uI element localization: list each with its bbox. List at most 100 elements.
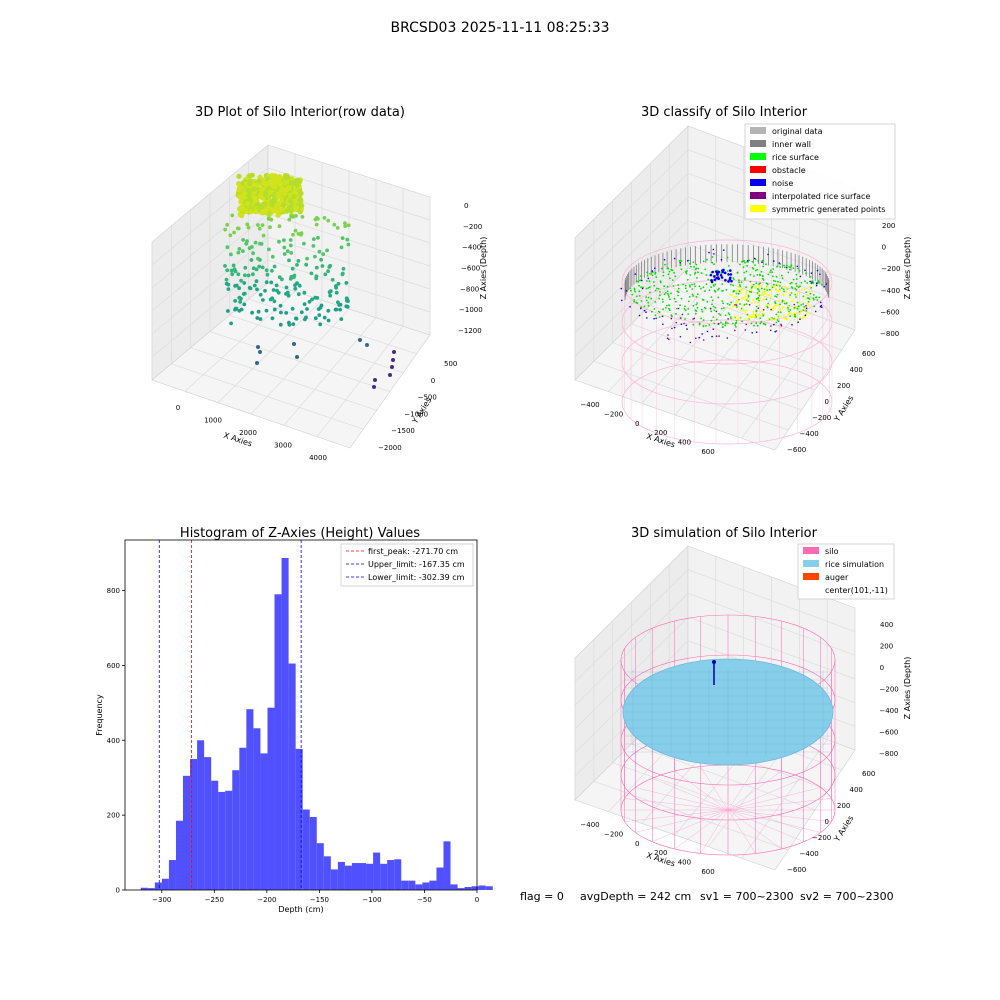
p4-center-marker <box>712 660 716 664</box>
p1-data-point <box>245 222 250 227</box>
p3-histogram-bar <box>316 843 324 890</box>
p2-noise-point <box>641 287 644 290</box>
p1-data-point <box>237 247 242 251</box>
p1-data-point <box>242 302 247 307</box>
p2-noise-point <box>715 270 718 273</box>
p1-data-point <box>239 296 243 301</box>
p2-noise-point <box>727 273 730 276</box>
p2-noise-point <box>643 309 646 312</box>
p3-x-tick-label: −50 <box>417 896 432 904</box>
p2-y-tick-label: −400 <box>800 430 819 438</box>
p2-x-tick-label: 200 <box>654 429 667 437</box>
p2-rice-surface-point <box>704 307 707 310</box>
p2-symmetric-point <box>752 316 755 319</box>
p2-noise-point <box>819 305 822 308</box>
p2-rice-surface-point <box>725 321 727 324</box>
p2-rice-surface-point <box>800 304 803 306</box>
p2-interpolated-point <box>712 328 715 331</box>
p2-interpolated-point <box>666 337 669 340</box>
p2-rice-surface-point <box>722 326 724 328</box>
p1-data-point <box>334 285 338 290</box>
p1-data-point <box>267 247 271 252</box>
p3-histogram-bar <box>344 865 352 890</box>
p2-noise-point <box>634 273 637 275</box>
p2-rice-surface-point <box>725 288 728 291</box>
p1-data-point <box>390 365 394 369</box>
p2-y-tick-label: 200 <box>837 382 850 390</box>
p2-z-tick-label: −800 <box>880 330 899 338</box>
p2-rice-surface-point <box>679 304 681 306</box>
p1-data-point <box>232 267 237 271</box>
p1-data-point <box>271 288 276 292</box>
p2-rice-surface-point <box>673 272 675 274</box>
p1-data-point <box>246 273 251 278</box>
p1-data-point <box>254 267 259 272</box>
p2-rice-surface-point <box>696 277 698 279</box>
p2-legend-swatch <box>750 179 766 186</box>
p4-x-tick-label: 600 <box>701 868 714 876</box>
p1-data-point <box>298 190 304 196</box>
p2-rice-surface-point <box>760 287 763 290</box>
p1-data-point <box>258 350 262 354</box>
p2-noise-point <box>625 290 628 292</box>
p2-rice-surface-point <box>648 286 651 289</box>
p3-x-tick-label: −250 <box>205 896 224 904</box>
p2-rice-surface-point <box>759 282 761 285</box>
p2-symmetric-point <box>760 310 763 313</box>
p1-data-point <box>289 251 294 255</box>
p2-symmetric-point <box>759 314 762 317</box>
p2-z-tick-label: 200 <box>882 222 895 230</box>
p1-data-point <box>326 318 331 323</box>
p4-silo-floor-spoke <box>727 809 782 850</box>
p2-rice-surface-point <box>650 297 653 300</box>
p2-noise-point <box>679 262 681 264</box>
p2-symmetric-point <box>760 294 763 296</box>
p2-rice-surface-point <box>656 287 658 290</box>
p4-x-tick-label: 200 <box>654 849 667 857</box>
p2-rice-surface-point <box>735 321 738 324</box>
p2-rice-surface-point <box>714 306 717 309</box>
p2-rice-surface-point <box>705 325 707 327</box>
p2-noise-point <box>799 318 801 321</box>
p1-data-point <box>258 241 262 246</box>
histogram-chart: Histogram of Z-Axies (Height) Values −30… <box>95 526 493 914</box>
p2-rice-surface-point <box>783 290 785 293</box>
p2-rice-surface-point <box>702 325 705 328</box>
p3-histogram-bar <box>436 867 444 890</box>
p2-legend-label: symmetric generated points <box>772 205 885 214</box>
p1-data-point <box>317 249 322 254</box>
p3-histogram-bar <box>175 820 183 890</box>
p1-data-point <box>226 309 230 313</box>
p2-rice-surface-point <box>697 271 699 274</box>
p2-noise-point <box>805 307 808 310</box>
p2-symmetric-point <box>789 292 792 295</box>
p2-noise-point <box>717 277 720 281</box>
p2-legend-label: obstacle <box>772 166 806 175</box>
p2-rice-surface-point <box>769 271 771 274</box>
p2-rice-surface-point <box>765 298 768 301</box>
p1-data-point <box>236 173 242 179</box>
p2-rice-surface-point <box>667 294 670 297</box>
p2-rice-surface-point <box>724 324 727 327</box>
p2-noise-point <box>651 270 654 272</box>
p2-rice-surface-point <box>795 296 797 298</box>
p3-histogram-bar <box>281 557 289 890</box>
p2-symmetric-point <box>773 285 775 288</box>
p2-rice-surface-point <box>677 294 679 297</box>
p2-y-tick-label: −200 <box>812 414 831 422</box>
p1-data-point <box>237 194 243 200</box>
p1-data-point <box>275 288 279 293</box>
p2-rice-surface-point <box>728 313 731 316</box>
p2-z-tick-label: −200 <box>881 265 900 273</box>
p2-rice-surface-point <box>748 259 751 262</box>
p2-rice-surface-point <box>786 264 788 267</box>
p2-rice-surface-point <box>654 314 657 317</box>
p2-symmetric-point <box>731 305 734 308</box>
p2-rice-surface-point <box>762 279 765 281</box>
p2-symmetric-point <box>796 292 799 295</box>
p2-rice-surface-point <box>714 283 717 286</box>
p3-histogram-bar <box>225 790 233 890</box>
p2-symmetric-point <box>770 289 773 292</box>
p2-symmetric-point <box>778 290 781 293</box>
p2-rice-surface-point <box>783 302 786 305</box>
